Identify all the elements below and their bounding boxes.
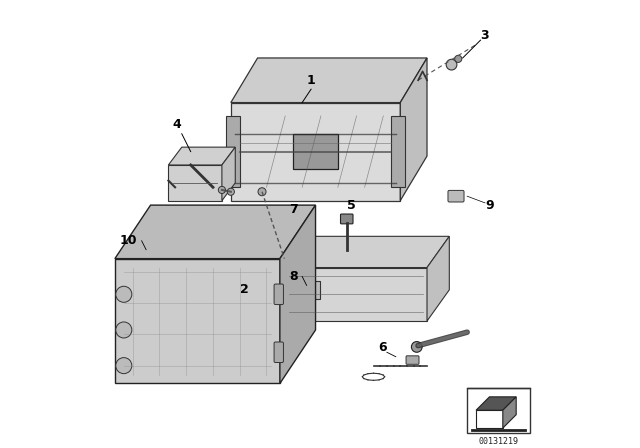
Text: 1: 1 xyxy=(307,74,316,87)
Text: 5: 5 xyxy=(347,198,356,211)
Polygon shape xyxy=(391,116,404,187)
Circle shape xyxy=(280,254,289,263)
Polygon shape xyxy=(115,258,280,383)
Polygon shape xyxy=(400,58,427,201)
Polygon shape xyxy=(293,134,338,169)
Polygon shape xyxy=(115,205,316,258)
Circle shape xyxy=(412,341,422,352)
Polygon shape xyxy=(227,116,240,187)
Polygon shape xyxy=(427,237,449,321)
Text: 6: 6 xyxy=(378,341,387,354)
Text: 3: 3 xyxy=(481,29,490,42)
Polygon shape xyxy=(168,147,236,165)
Text: 4: 4 xyxy=(173,118,182,131)
Circle shape xyxy=(212,186,219,193)
Circle shape xyxy=(116,286,132,302)
Polygon shape xyxy=(284,267,427,321)
FancyBboxPatch shape xyxy=(340,214,353,224)
Text: 2: 2 xyxy=(240,283,248,296)
Polygon shape xyxy=(231,103,400,201)
Polygon shape xyxy=(284,237,449,267)
FancyBboxPatch shape xyxy=(448,190,464,202)
Polygon shape xyxy=(168,165,222,201)
FancyBboxPatch shape xyxy=(467,388,529,432)
Circle shape xyxy=(258,188,266,196)
Text: 9: 9 xyxy=(485,198,493,211)
Text: 00131219: 00131219 xyxy=(478,437,518,446)
Circle shape xyxy=(116,322,132,338)
FancyBboxPatch shape xyxy=(274,284,284,305)
Circle shape xyxy=(454,55,462,62)
Polygon shape xyxy=(476,410,503,428)
Polygon shape xyxy=(503,397,516,428)
Circle shape xyxy=(173,186,179,191)
FancyBboxPatch shape xyxy=(406,356,419,364)
Polygon shape xyxy=(280,205,316,383)
Text: 8: 8 xyxy=(289,270,298,283)
Text: 10: 10 xyxy=(120,234,137,247)
Polygon shape xyxy=(222,147,236,201)
Polygon shape xyxy=(302,281,320,299)
Circle shape xyxy=(446,59,457,70)
Text: 7: 7 xyxy=(289,203,298,216)
Circle shape xyxy=(227,188,234,195)
Circle shape xyxy=(218,186,225,194)
Polygon shape xyxy=(231,58,427,103)
Polygon shape xyxy=(476,397,516,410)
FancyBboxPatch shape xyxy=(274,342,284,362)
Circle shape xyxy=(116,358,132,374)
